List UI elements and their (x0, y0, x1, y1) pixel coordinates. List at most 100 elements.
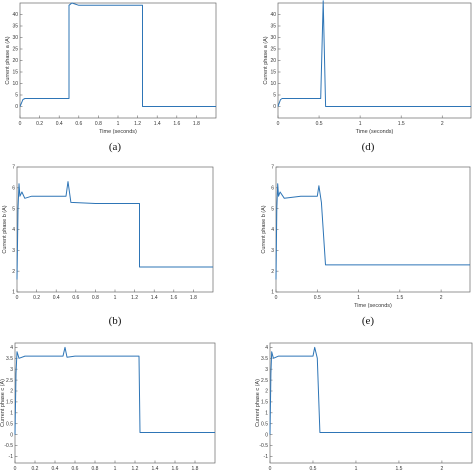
y-tick-label: 3 (271, 248, 274, 254)
y-tick-label: 4 (271, 227, 274, 233)
x-tick-label: 1.6 (172, 466, 179, 472)
y-tick-label: 5 (273, 93, 276, 99)
y-tick-label: -0.5 (4, 443, 13, 449)
x-tick-label: 0.2 (32, 466, 39, 472)
y-tick-label: 1.5 (261, 400, 268, 406)
x-tick-label: 1 (117, 121, 120, 127)
y-tick-label: 4 (265, 345, 268, 351)
x-tick-label: 0.5 (314, 295, 321, 301)
axes-frame (19, 2, 217, 119)
y-axis-title: Current phase b (A) (2, 205, 8, 253)
y-tick-label: 2.5 (261, 378, 268, 384)
y-tick-label: 5 (271, 206, 274, 212)
x-tick-label: 1.4 (154, 121, 161, 127)
x-tick-label: 0 (16, 295, 19, 301)
y-tick-label: 0 (265, 432, 268, 438)
x-tick-label: 1.5 (396, 295, 403, 301)
chart-panel-5: 0 0.2 0.4 0.6 0.8 1 1.2 1.4 1.6 1.8 -1 -0.5 0 0.5 1 1.5… (0, 342, 216, 472)
chart-panel-6: 00.511.52-1-0.500.511.522.533.54Time (se… (255, 342, 473, 472)
y-tick-label: 35 (12, 24, 18, 30)
y-tick-label: 1 (10, 411, 13, 417)
x-tick-label: 1.6 (170, 295, 177, 301)
x-tick-label: 1.5 (398, 121, 405, 127)
y-tick-label: 10 (270, 81, 276, 87)
x-tick-label: 0 (277, 121, 280, 127)
y-tick-label: 30 (12, 35, 18, 41)
x-tick-label: 0.6 (72, 295, 79, 301)
x-axis-title: Time (seconds) (356, 129, 394, 135)
y-tick-label: 0 (273, 104, 276, 110)
x-tick-label: 0 (275, 295, 278, 301)
y-tick-label: 3 (10, 367, 13, 373)
x-tick-label: 0.5 (310, 466, 317, 472)
x-tick-label: 0.6 (75, 121, 82, 127)
y-tick-label: 40 (12, 12, 18, 18)
y-tick-label: 2 (12, 269, 15, 275)
y-axis-title: Current phase a (A) (5, 36, 11, 84)
y-tick-label: 2 (265, 389, 268, 395)
x-tick-label: 0 (269, 466, 272, 472)
y-tick-label: -1 (9, 454, 14, 460)
y-axis-title: Current phase a (A) (263, 36, 269, 84)
x-tick-label: 0.4 (56, 121, 63, 127)
x-tick-label: 0.6 (72, 466, 79, 472)
x-tick-label: 1.2 (131, 295, 138, 301)
y-tick-label: 2 (10, 389, 13, 395)
y-tick-label: 20 (270, 58, 276, 64)
y-tick-label: -0.5 (259, 443, 268, 449)
y-tick-label: 4 (12, 227, 15, 233)
series-line-1 (14, 346, 215, 435)
axes-frame (16, 166, 214, 293)
y-tick-label: 2 (271, 269, 274, 275)
x-tick-label: 0.4 (53, 295, 60, 301)
x-tick-label: 0.8 (95, 121, 102, 127)
x-tick-label: 1.2 (134, 121, 141, 127)
y-tick-label: 25 (12, 47, 18, 53)
y-tick-label: 3.5 (261, 356, 268, 362)
x-tick-label: 1 (114, 295, 117, 301)
y-tick-label: -1 (264, 454, 269, 460)
x-tick-label: 0.4 (52, 466, 59, 472)
x-axis-title: Time (seconds) (354, 303, 392, 309)
y-tick-label: 1 (271, 290, 274, 296)
x-tick-label: 0.8 (92, 295, 99, 301)
y-tick-label: 4 (10, 345, 13, 351)
x-tick-label: 2 (441, 121, 444, 127)
x-tick-label: 0.2 (33, 295, 40, 301)
x-tick-label: 1.2 (132, 466, 139, 472)
y-tick-label: 6 (271, 186, 274, 192)
x-tick-label: 1 (114, 466, 117, 472)
x-tick-label: 1.8 (190, 295, 197, 301)
y-tick-label: 10 (12, 81, 18, 87)
y-tick-label: 6 (12, 186, 15, 192)
y-tick-label: 2.5 (6, 378, 13, 384)
x-tick-label: 1 (355, 466, 358, 472)
y-tick-label: 0.5 (261, 421, 268, 427)
x-tick-label: 2 (441, 466, 444, 472)
x-tick-label: 0 (14, 466, 17, 472)
y-axis-title: Current phase b (A) (261, 205, 267, 253)
x-tick-label: 1.8 (192, 466, 199, 472)
y-tick-label: 0 (10, 432, 13, 438)
chart-panel-1: 0 0.2 0.4 0.6 0.8 1 1.2 1.4 1.6 1.8 0 5 10 15 20 25 30 35… (5, 2, 217, 135)
x-tick-label: 1 (359, 121, 362, 127)
y-axis-title: Current phase c (A) (255, 379, 261, 427)
panel-label-d: (d) (362, 141, 375, 153)
panel-label-e: (e) (362, 315, 375, 327)
y-tick-label: 3.5 (6, 356, 13, 362)
x-tick-label: 1.5 (395, 466, 402, 472)
y-tick-label: 1 (12, 290, 15, 296)
x-tick-label: 1.4 (151, 295, 158, 301)
chart-panel-4: 0 0.5 1 1.5 2 1 2 3 4 5 6 7 Time (seconds) Current ph… (261, 165, 471, 309)
x-axis-title: Time (seconds) (99, 129, 137, 135)
y-tick-label: 0.5 (6, 421, 13, 427)
y-tick-label: 5 (12, 206, 15, 212)
x-tick-label: 2 (440, 295, 443, 301)
y-tick-label: 40 (270, 12, 276, 18)
x-tick-label: 0 (19, 121, 22, 127)
y-tick-label: 3 (12, 248, 15, 254)
axes-frame (275, 166, 471, 293)
series-line-1 (275, 183, 470, 280)
